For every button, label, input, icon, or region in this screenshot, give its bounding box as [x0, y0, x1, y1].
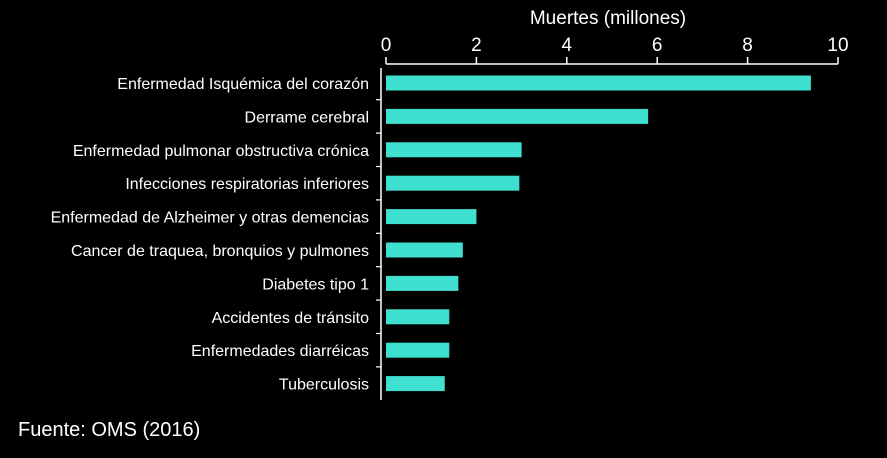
- x-axis-title: Muertes (millones): [530, 8, 686, 29]
- bar: [386, 175, 520, 191]
- bar: [386, 376, 445, 392]
- bars: [386, 75, 811, 392]
- axis-layer: 0 2 4 6 8 10: [376, 35, 849, 400]
- category-label: Diabetes tipo 1: [262, 276, 369, 293]
- category-label: Enfermedad Isquémica del corazón: [117, 76, 369, 93]
- category-labels: Enfermedad Isquémica del corazón Derrame …: [51, 76, 369, 394]
- bar: [386, 275, 459, 291]
- x-tick-label: 6: [652, 35, 663, 56]
- category-label: Infecciones respiratorias inferiores: [125, 176, 369, 193]
- category-label: Accidentes de tránsito: [212, 310, 370, 327]
- x-tick-label: 8: [742, 35, 753, 56]
- category-label: Enfermedad de Alzheimer y otras demencia…: [51, 210, 369, 227]
- x-tick-label: 0: [381, 35, 392, 56]
- bar: [386, 342, 450, 358]
- bar: [386, 108, 649, 124]
- category-label: Cancer de traquea, bronquios y pulmones: [71, 243, 369, 260]
- category-label: Tuberculosis: [279, 377, 369, 394]
- bar: [386, 75, 811, 91]
- category-label: Enfermedad pulmonar obstructiva crónica: [73, 143, 369, 160]
- bar: [386, 309, 450, 325]
- bar: [386, 242, 463, 258]
- source-note: Fuente: OMS (2016): [18, 419, 201, 441]
- bar: [386, 142, 522, 158]
- category-label: Enfermedades diarréicas: [191, 343, 369, 360]
- x-tick-label: 10: [827, 35, 848, 56]
- category-label: Derrame cerebral: [245, 109, 369, 126]
- x-tick-label: 4: [562, 35, 573, 56]
- bar: [386, 209, 477, 225]
- x-tick-label: 2: [471, 35, 482, 56]
